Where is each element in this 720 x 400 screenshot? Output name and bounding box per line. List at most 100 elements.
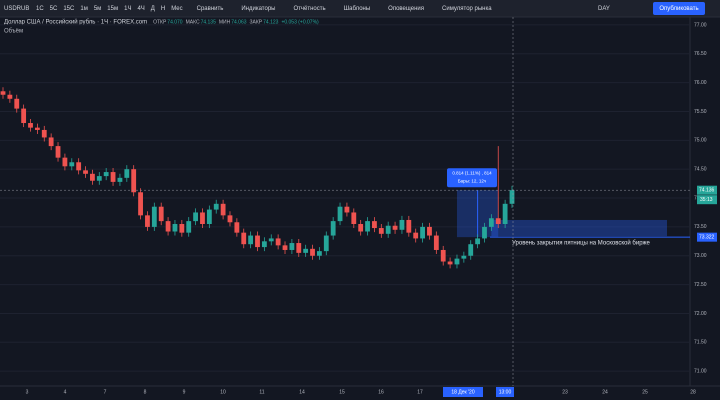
candle-body [117,177,123,182]
ohlc-value: 74.063 [231,19,247,25]
candle-body [440,249,446,262]
change: +0.053 (+0.07%) [281,19,319,25]
candle-body [420,226,425,239]
candle-body [447,261,453,265]
interval-button[interactable]: 1С [36,6,44,12]
candle-body [488,218,494,227]
x-tick-label: 25 [642,389,648,395]
candle-body [48,137,54,147]
candle-body [427,226,432,236]
candle-body [468,244,474,256]
candle-body [255,235,260,248]
candle-body [296,243,302,253]
y-tick-label: 73.00 [694,253,707,259]
toolbar-button[interactable]: Индикаторы [241,6,275,12]
toolbar-button[interactable]: Отчётность [293,6,325,12]
measure-label: 0.814 (1.11%) , 814 [452,170,492,175]
interval-button[interactable]: Н [161,6,165,12]
candle-body [248,235,254,245]
interval-button[interactable]: 1м [80,6,87,12]
interval-button[interactable]: 4Ч [137,6,144,12]
candle-body [7,94,13,99]
crosshair-label: 18 Дек '20 [451,389,474,395]
countdown: 35:13 [700,197,713,203]
x-tick-label: 11 [259,389,264,395]
symbol[interactable]: USDRUB [4,6,29,12]
ohlc-label: МАКС [186,19,200,25]
y-tick-label: 75.50 [694,109,707,115]
candle-body [103,172,109,177]
chart-mode[interactable]: DAY [598,6,610,12]
candle-body [399,219,405,230]
publish-label[interactable]: Опубликовать [659,6,698,12]
interval-button[interactable]: 5С [50,6,58,12]
candle-body [179,224,185,233]
candle-body [165,221,171,232]
candle-body [62,157,68,167]
interval-button[interactable]: 1Ч [124,6,131,12]
crosshair-label-bg [496,387,514,397]
y-tick-label: 72.50 [694,282,707,288]
candle-body [502,203,508,225]
toolbar-button[interactable]: Симулятор рынка [442,6,492,12]
interval-button[interactable]: Д [151,6,155,12]
candle-body [124,169,130,178]
x-tick-label: 23 [562,389,568,395]
ohlc-value: 74.135 [201,19,217,25]
interval-button[interactable]: 5м [94,6,101,12]
measure-bars: Бары: 12, 12ч [458,178,487,183]
candle-body [55,146,61,158]
candle-body [206,209,212,225]
candle-body [323,235,329,252]
y-tick-label: 74.50 [694,167,707,173]
candle-body [151,206,157,227]
x-tick-label: 3 [26,389,29,395]
toolbar-button[interactable]: Оповещения [388,6,424,12]
legend-title: Доллар США / Российский рубль · 1Ч · FOR… [4,19,147,26]
candle-body [378,228,384,234]
x-tick-label: 17 [417,389,423,395]
candle-body [138,192,143,216]
x-tick-label: 8 [144,389,147,395]
candle-body [392,225,398,230]
ohlc-label: ЗАКР [250,19,263,25]
publish-button[interactable] [653,2,705,15]
countdown-bg [697,195,717,205]
candle-body [241,232,247,245]
candle-body [433,235,439,250]
ohlc-value: 74.070 [167,19,183,25]
ohlc-label: МИН [219,19,231,25]
interval-button[interactable]: 15С [63,6,75,12]
candle-body [509,190,515,204]
candle-body [310,248,315,256]
candle-body [351,212,357,225]
candle-body [131,169,137,193]
crosshair-label-bg [443,387,483,397]
y-tick-label: 76.00 [694,80,707,86]
y-tick-label: 73.50 [694,224,707,230]
x-tick-label: 7 [104,389,107,395]
level-price: 73.322 [699,234,715,240]
candle-body [200,212,205,225]
candle-body [193,212,199,222]
candle-body [316,251,322,256]
toolbar-button[interactable]: Сравнить [197,6,224,12]
candle-body [268,238,274,242]
y-tick-label: 71.00 [694,368,707,374]
candle-body [289,243,295,250]
y-tick-label: 75.00 [694,138,707,144]
candle-body [0,91,6,95]
candle-body [227,215,233,223]
level-text: Уровень закрытия пятницы на Московской б… [512,240,651,247]
candle-body [34,127,40,130]
interval-button[interactable]: 15м [107,6,118,12]
candle-body [482,226,487,239]
candle-body [365,221,370,232]
toolbar-button[interactable]: Шаблоны [344,6,371,12]
candle-body [83,170,88,174]
price-label: 74.136 [699,188,715,194]
x-tick-label: 15 [339,389,345,395]
interval-button[interactable]: Мес [171,6,182,12]
